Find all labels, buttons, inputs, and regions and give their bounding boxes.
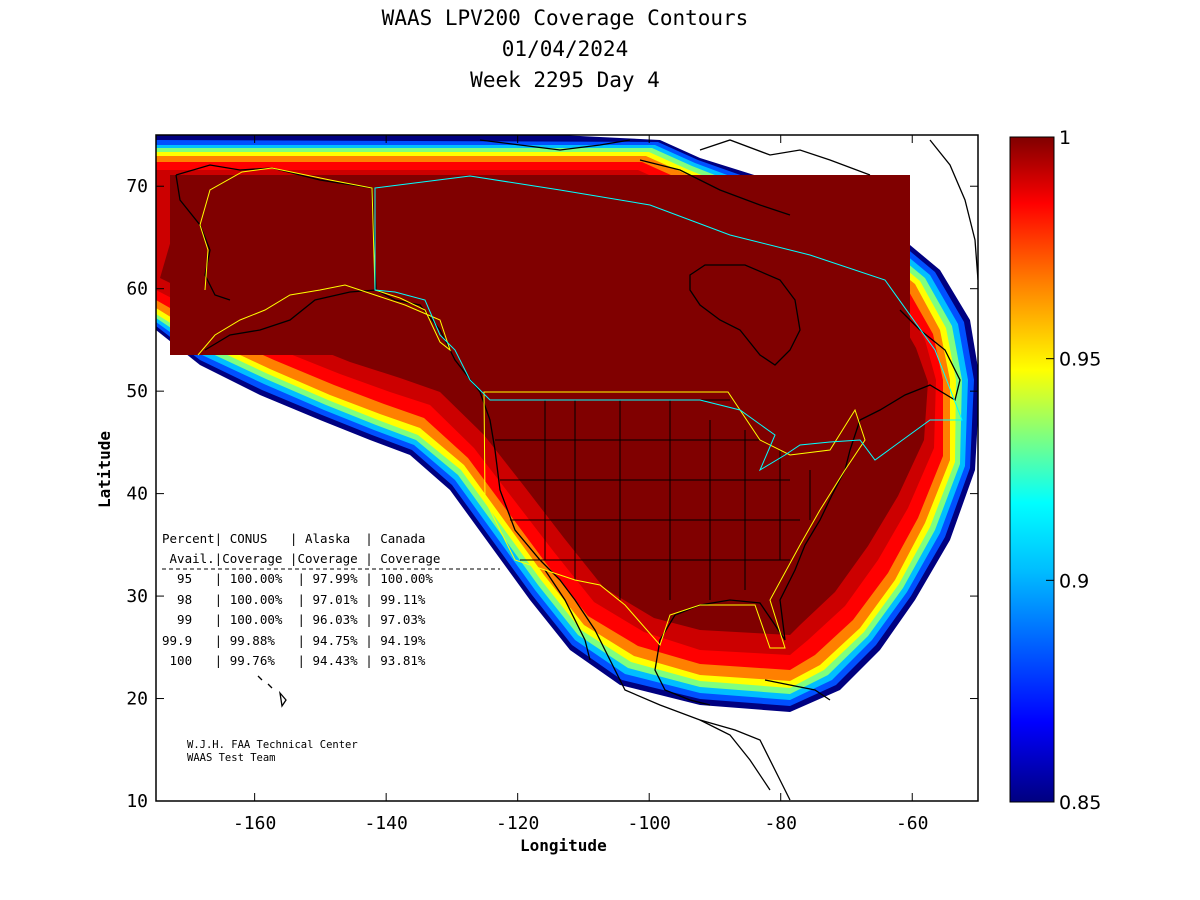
x-tick-label: -80 [764, 813, 797, 834]
coast-arctic-1 [479, 139, 631, 151]
coast-hawaii [257, 675, 287, 708]
coverage-contours [156, 135, 978, 712]
state-borders [490, 399, 811, 600]
y-tick-label: 10 [126, 791, 148, 812]
coast-alaska-west [175, 174, 231, 301]
x-tick-label: -100 [628, 813, 671, 834]
y-tick-label: 40 [126, 484, 148, 505]
service-volume-boundaries [197, 167, 963, 649]
coast-greenland [929, 139, 978, 281]
colorbar-ticks: 1 0.95 0.9 0.85 [1046, 127, 1101, 814]
table-row: 99.9 | 99.88% | 94.75% | 94.19% [162, 633, 426, 648]
x-tick-label: -120 [496, 813, 539, 834]
coast-gulf [674, 469, 846, 641]
chart-title-line1: WAAS LPV200 Coverage Contours [381, 6, 749, 30]
table-header-2: Avail.|Coverage |Coverage | Coverage [162, 551, 440, 566]
x-tick-label: -140 [364, 813, 407, 834]
credit-line2: WAAS Test Team [187, 752, 276, 764]
coast-baja [544, 569, 591, 661]
y-tick-label: 30 [126, 586, 148, 607]
colorbar-tick-label: 0.9 [1059, 570, 1089, 592]
x-axis-label: Longitude [520, 836, 607, 855]
table-row: 95 | 100.00% | 97.99% | 100.00% [162, 571, 433, 586]
y-tick-label: 70 [126, 176, 148, 197]
contour-core [170, 175, 910, 355]
credit-line1: W.J.H. FAA Technical Center [187, 739, 358, 751]
x-axis-ticks: -160 -140 -120 -100 -80 -60 [233, 135, 929, 834]
coverage-table: Percent| CONUS | Alaska | Canada Avail.|… [162, 531, 500, 668]
y-tick-label: 60 [126, 279, 148, 300]
coast-arctic-3 [699, 139, 871, 176]
boundary-canada [374, 175, 963, 472]
coast-alaska-south [204, 289, 377, 351]
plot-area-frame [155, 134, 979, 802]
coast-cuba [764, 679, 831, 701]
x-tick-label: -60 [896, 813, 929, 834]
colorbar-tick-label: 0.95 [1059, 349, 1101, 371]
y-axis-label: Latitude [95, 430, 115, 509]
coast-mexico-gulf [654, 614, 711, 706]
coast-east [844, 309, 961, 471]
boundary-alaska [197, 167, 452, 356]
colorbar-tick-label: 0.85 [1059, 792, 1101, 814]
table-row: 98 | 100.00% | 97.01% | 99.11% [162, 592, 426, 607]
y-tick-label: 50 [126, 381, 148, 402]
coast-hudson-bay [689, 264, 801, 366]
coast-central-america [699, 719, 771, 791]
coast-arctic-2 [639, 159, 791, 216]
table-header-1: Percent| CONUS | Alaska | Canada [162, 531, 425, 546]
boundary-conus [483, 391, 866, 649]
colorbar-tick-label: 1 [1059, 127, 1071, 149]
colorbar [1009, 136, 1055, 803]
y-axis-ticks: 10 20 30 40 50 60 70 [126, 176, 978, 812]
chart-title-line2: 01/04/2024 [501, 37, 629, 61]
table-row: 99 | 100.00% | 96.03% | 97.03% [162, 612, 426, 627]
y-tick-label: 20 [126, 689, 148, 710]
x-tick-label: -160 [233, 813, 276, 834]
table-row: 100 | 99.76% | 94.43% | 93.81% [162, 653, 426, 668]
chart-title-line3: Week 2295 Day 4 [470, 68, 660, 92]
coast-west-us [479, 391, 791, 801]
